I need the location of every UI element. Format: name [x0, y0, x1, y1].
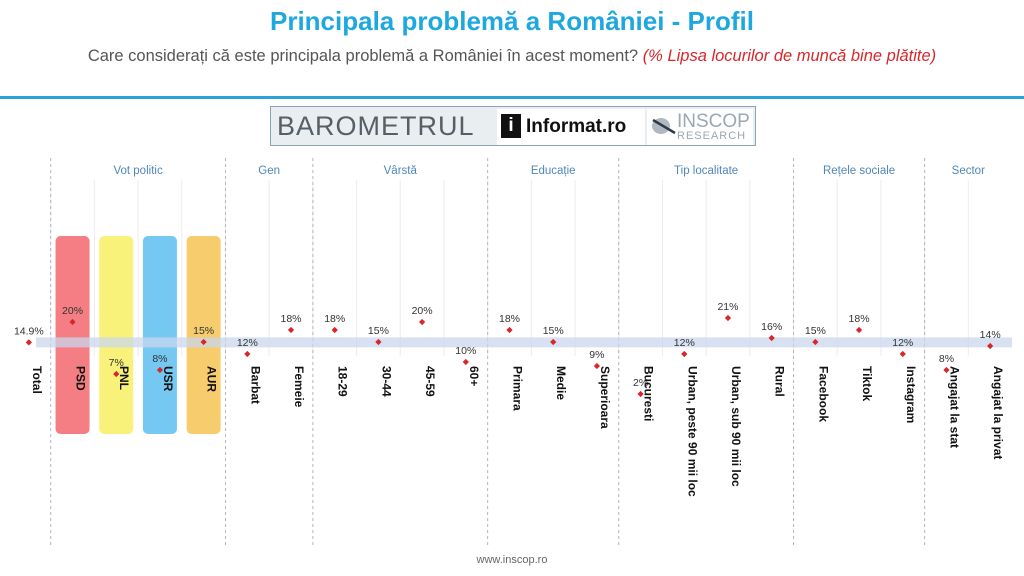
data-point	[724, 314, 732, 322]
value-label: 20%	[412, 305, 433, 317]
category-label: 60+	[467, 366, 481, 386]
data-point	[287, 326, 295, 334]
page-title: Principala problemă a României - Profil	[269, 6, 754, 36]
value-label: 18%	[849, 313, 870, 325]
value-label: 21%	[717, 301, 738, 313]
category-label: Tiktok	[860, 366, 874, 401]
party-bar-pnl	[99, 236, 134, 434]
group-header: Sector	[952, 165, 985, 177]
group-header: Educație	[531, 165, 576, 177]
data-point	[25, 339, 32, 346]
value-label: 15%	[193, 325, 214, 337]
category-label: AUR	[205, 366, 219, 392]
party-bar-psd	[55, 236, 90, 434]
category-label: Medie	[554, 366, 568, 400]
data-point	[244, 350, 251, 358]
category-label: Primara	[511, 366, 525, 411]
data-point	[855, 326, 863, 334]
category-label: Instagram	[904, 366, 918, 423]
category-label: Total	[30, 366, 44, 394]
party-bar-usr	[142, 236, 177, 434]
logo-banner: BAROMETRUL i Informat.ro INSCOP RESEARCH	[270, 106, 756, 146]
group-header: Vot politic	[113, 165, 162, 177]
inscop-mark-icon	[652, 118, 676, 135]
average-band	[36, 337, 1012, 348]
category-label: USR	[161, 366, 175, 392]
category-label: Urban, sub 90 mii loc	[729, 366, 743, 487]
category-label: PNL	[117, 366, 131, 390]
data-point	[331, 326, 338, 334]
category-label: Bucuresti	[642, 366, 656, 421]
footer-url[interactable]: www.inscop.ro	[476, 554, 548, 566]
subtitle-highlight: (% Lipsa locurilor de muncă bine plătite…	[642, 47, 937, 65]
category-label: 30-44	[379, 366, 393, 397]
category-label: Superioara	[598, 366, 612, 429]
group-header: Rețele sociale	[823, 165, 895, 177]
category-label: Angajat la privat	[991, 366, 1005, 459]
value-label: 14%	[980, 329, 1001, 341]
informat-i-icon: i	[501, 114, 521, 138]
subtitle-question: Care considerați că este principala prob…	[87, 47, 639, 65]
data-point	[681, 350, 688, 358]
value-label: 2%	[633, 377, 648, 389]
inscop-logo-text: INSCOP	[677, 111, 750, 132]
value-label: 15%	[543, 325, 564, 337]
value-label: 12%	[237, 337, 258, 349]
group-header: Vârstă	[384, 165, 418, 177]
value-label: 15%	[368, 325, 389, 337]
value-label: 18%	[324, 313, 345, 325]
group-header: Tip localitate	[674, 165, 738, 177]
value-label: 8%	[152, 353, 167, 365]
data-point	[506, 326, 513, 334]
group-header: Gen	[258, 165, 280, 177]
informat-logo: i Informat.ro	[497, 109, 645, 145]
value-label: 7%	[109, 357, 124, 369]
informat-logo-text: Informat.ro	[526, 116, 627, 137]
category-label: Femeie	[292, 366, 306, 408]
inscop-logo: INSCOP RESEARCH	[647, 109, 753, 145]
category-label: PSD	[74, 366, 88, 391]
barometrul-logo-text: BAROMETRUL	[277, 111, 475, 141]
value-label: 10%	[455, 345, 476, 357]
data-point	[462, 358, 469, 366]
value-label: 12%	[892, 337, 913, 349]
value-label: 12%	[674, 337, 695, 349]
category-label: Facebook	[816, 366, 830, 422]
category-label: 45-59	[423, 366, 437, 397]
value-label: 14.9%	[14, 325, 44, 337]
value-label: 15%	[805, 325, 826, 337]
data-point	[899, 350, 906, 358]
category-label: 18-29	[336, 366, 350, 397]
category-label: Rural	[773, 366, 787, 397]
category-label: Barbat	[248, 366, 262, 404]
value-label: 20%	[62, 305, 83, 317]
value-label: 9%	[589, 349, 604, 361]
data-point	[418, 318, 426, 326]
value-label: 18%	[281, 313, 302, 325]
value-label: 18%	[499, 313, 520, 325]
category-label: Urban, peste 90 mii loc	[685, 366, 699, 497]
party-bar-aur	[186, 236, 221, 434]
value-label: 16%	[761, 321, 782, 333]
category-label: Angajat la stat	[947, 366, 961, 448]
data-point	[375, 338, 382, 346]
value-label: 8%	[939, 353, 954, 365]
page-subtitle: Care considerați că este principala prob…	[40, 46, 984, 67]
research-logo-text: RESEARCH	[677, 130, 747, 142]
header-divider	[0, 96, 1024, 99]
